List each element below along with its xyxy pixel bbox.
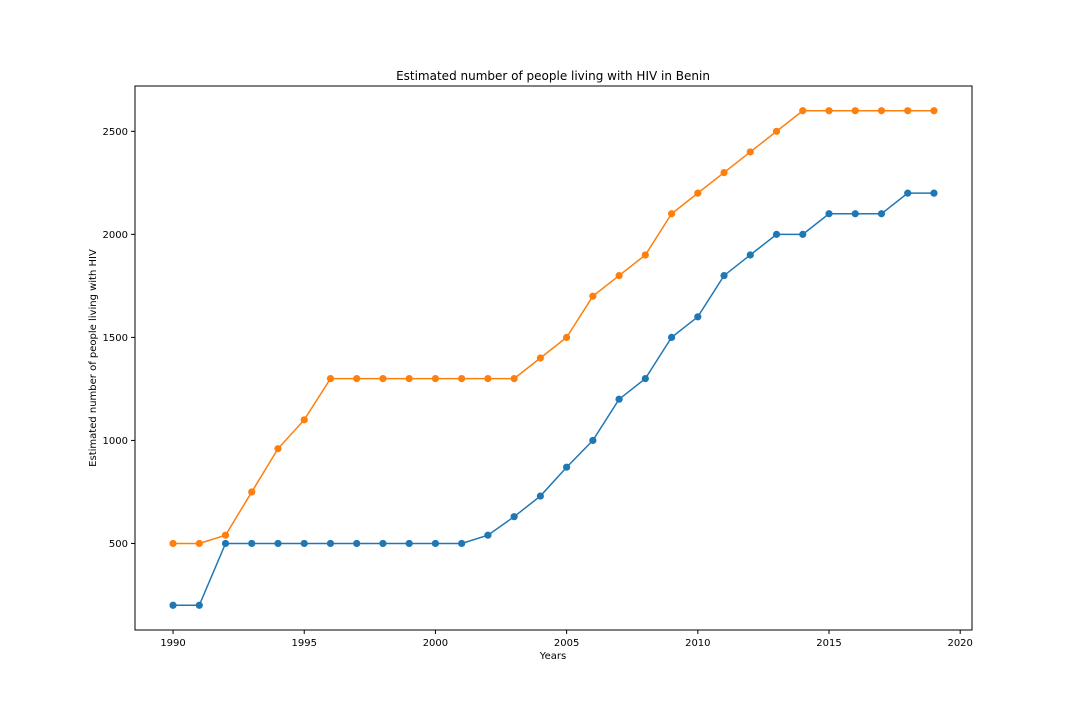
y-axis: 500 1000 1500 2000 2500 [103, 127, 135, 550]
data-point [877, 107, 886, 115]
data-point [510, 375, 518, 383]
data-point [825, 107, 833, 115]
data-point [536, 354, 544, 362]
chart-title: Estimated number of people living with H… [396, 69, 710, 83]
data-point [799, 230, 807, 238]
series-1 [169, 189, 938, 609]
x-tick-label: 1995 [292, 638, 317, 649]
data-point [353, 539, 361, 548]
y-tick-label: 500 [109, 539, 128, 550]
x-axis: 1990 1995 2000 2005 2010 2015 2020 [160, 630, 973, 649]
y-tick-label: 2000 [103, 230, 128, 241]
x-tick-label: 2015 [816, 638, 841, 649]
data-point [799, 107, 807, 115]
data-point [484, 375, 492, 383]
y-tick-label: 1500 [103, 333, 128, 344]
data-point [274, 445, 282, 453]
data-point [563, 333, 571, 341]
data-point [746, 251, 754, 259]
data-point [720, 168, 728, 177]
data-point [851, 210, 859, 218]
data-point [641, 251, 649, 259]
data-point [300, 539, 308, 548]
data-point [510, 513, 518, 521]
x-tick-label: 2000 [423, 638, 448, 649]
data-point [274, 539, 282, 548]
data-point [221, 531, 230, 539]
data-point [904, 107, 912, 115]
data-point [930, 107, 938, 115]
data-point [720, 271, 728, 280]
y-tick-label: 2500 [103, 127, 128, 138]
y-tick-label: 1000 [103, 436, 128, 447]
data-point [458, 539, 466, 548]
data-point [431, 539, 440, 548]
data-point [169, 601, 177, 609]
data-point [405, 375, 413, 383]
data-point [667, 333, 676, 341]
data-point [772, 127, 781, 135]
data-point [195, 601, 203, 609]
data-point [248, 539, 256, 548]
data-point [326, 539, 335, 548]
data-point [169, 539, 177, 548]
data-point [877, 210, 886, 218]
data-point [484, 531, 492, 539]
x-tick-label: 2020 [947, 638, 972, 649]
x-axis-label: Years [539, 651, 566, 662]
series-1-line [173, 192, 934, 607]
data-point [589, 436, 597, 445]
data-point [641, 375, 649, 383]
data-point [379, 375, 387, 383]
data-point [248, 488, 256, 496]
y-axis-label: Estimated number of people living with H… [88, 249, 99, 467]
series-2-line [173, 109, 934, 545]
data-point [589, 292, 597, 300]
data-point [615, 395, 623, 403]
data-point [772, 230, 781, 238]
x-tick-label: 1990 [160, 638, 185, 649]
data-point [379, 539, 387, 548]
data-point [405, 539, 413, 548]
data-point [746, 148, 754, 156]
data-point [326, 375, 335, 383]
x-tick-label: 2010 [685, 638, 710, 649]
data-point [221, 539, 230, 548]
axes-frame [134, 85, 973, 631]
data-point [300, 416, 308, 424]
data-point [431, 375, 440, 383]
plot-area [169, 107, 938, 609]
data-point [536, 492, 544, 500]
data-point [694, 189, 702, 197]
data-point [904, 189, 912, 197]
data-point [195, 539, 203, 548]
data-point [694, 313, 702, 321]
data-point [563, 463, 571, 471]
data-point [615, 271, 623, 280]
data-point [930, 189, 938, 197]
data-point [851, 107, 859, 115]
x-tick-label: 2005 [554, 638, 579, 649]
data-point [667, 210, 676, 218]
series-2 [169, 107, 938, 548]
data-point [825, 210, 833, 218]
data-point [458, 375, 466, 383]
data-point [353, 375, 361, 383]
